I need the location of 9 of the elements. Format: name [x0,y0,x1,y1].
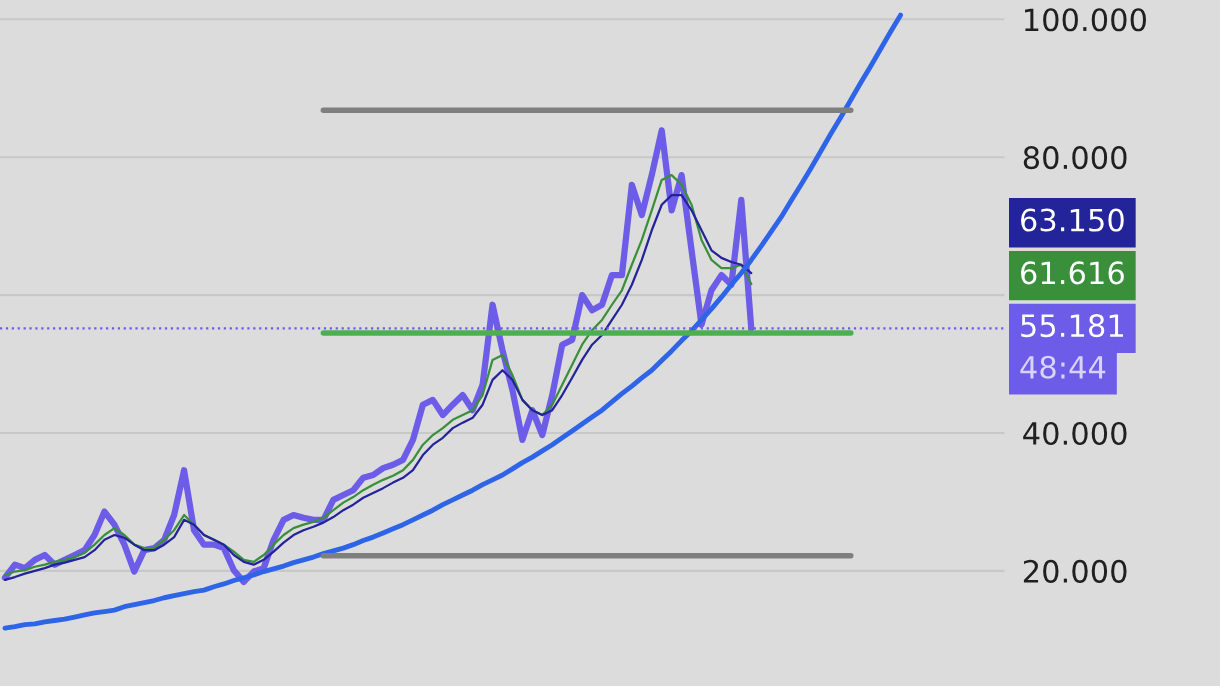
text: 63.150 [1021,208,1124,232]
y-tick-label: 40.000 [1023,421,1127,446]
y-tick-label: 100.000 [1025,8,1146,32]
line-series [2,12,903,631]
text: 48:44 [1020,355,1106,379]
text: 61.616 [1021,261,1124,285]
ref-line-label: 55.181 [1021,314,1123,338]
y-tick-label: 20.000 [1023,559,1127,583]
y-tick-label: 80.000 [1023,146,1127,170]
